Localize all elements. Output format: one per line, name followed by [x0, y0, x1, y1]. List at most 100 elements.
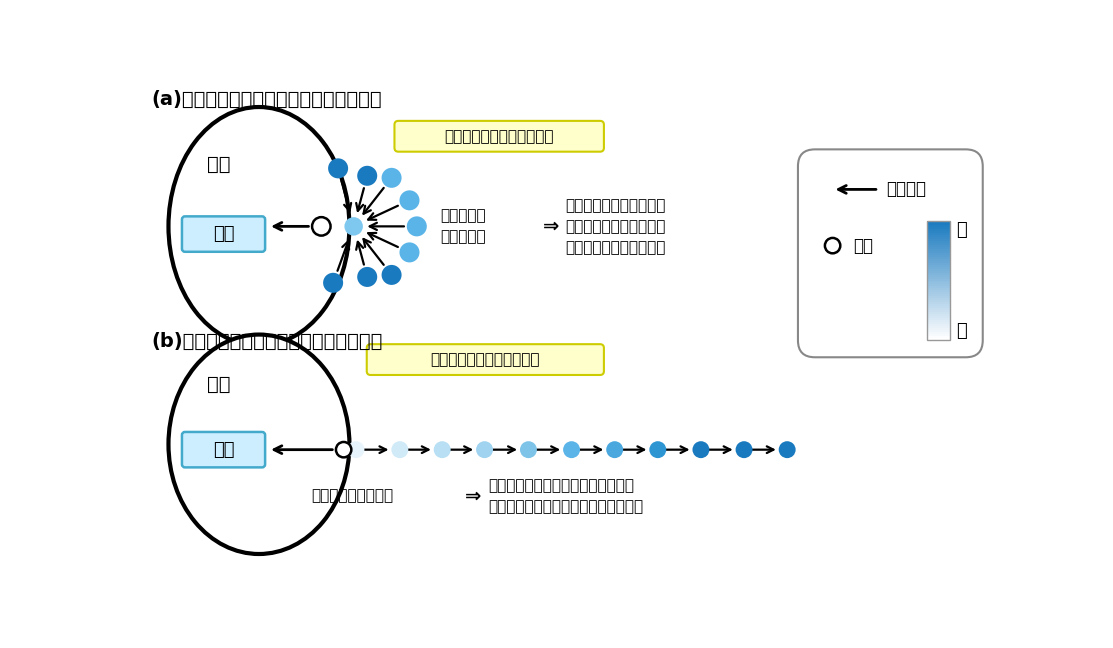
FancyBboxPatch shape — [394, 121, 604, 152]
Bar — [927, 294, 951, 297]
Bar — [927, 227, 951, 229]
Bar — [927, 238, 951, 241]
Circle shape — [323, 273, 343, 293]
Circle shape — [357, 166, 377, 186]
Bar — [927, 255, 951, 257]
Bar — [927, 326, 951, 329]
Circle shape — [347, 441, 364, 458]
Bar — [927, 225, 951, 227]
Bar — [927, 259, 951, 260]
Text: 坑道: 坑道 — [207, 375, 230, 394]
Bar — [927, 290, 951, 293]
Circle shape — [382, 168, 402, 188]
Bar — [927, 243, 951, 245]
Text: 坑道近傍のみから水が供給: 坑道近傍のみから水が供給 — [444, 129, 554, 144]
Bar — [927, 320, 951, 323]
Text: 遠方からの水の供給が必要: 遠方からの水の供給が必要 — [431, 352, 540, 367]
Bar — [927, 312, 951, 314]
Bar — [927, 281, 951, 283]
Bar — [927, 334, 951, 336]
Bar — [927, 314, 951, 316]
Circle shape — [520, 441, 536, 458]
Circle shape — [607, 441, 623, 458]
Text: 水の流れ: 水の流れ — [886, 180, 926, 198]
Bar — [927, 307, 951, 308]
Circle shape — [312, 217, 331, 236]
Circle shape — [692, 441, 709, 458]
Text: 遠方は水圧
が低下せず: 遠方は水圧 が低下せず — [441, 209, 486, 244]
Bar — [927, 277, 951, 279]
Bar — [927, 283, 951, 284]
Bar — [927, 262, 951, 265]
Circle shape — [357, 267, 377, 287]
FancyBboxPatch shape — [367, 344, 604, 375]
Text: (a)水みちのつながり方が三次元的な場合: (a)水みちのつながり方が三次元的な場合 — [151, 90, 382, 109]
Bar — [927, 273, 951, 275]
Bar — [927, 329, 951, 330]
Bar — [927, 245, 951, 247]
Circle shape — [649, 441, 667, 458]
Bar — [927, 266, 951, 269]
Circle shape — [434, 441, 451, 458]
Text: 坑道近傍で大きな水圧差が保たれに
くく、水を動かす駅動力が衰えやすい: 坑道近傍で大きな水圧差が保たれに くく、水を動かす駅動力が衰えやすい — [489, 478, 643, 514]
Text: 水圧: 水圧 — [854, 237, 874, 255]
Circle shape — [344, 217, 363, 236]
Bar — [927, 249, 951, 251]
Text: 大: 大 — [956, 221, 967, 239]
Bar — [927, 338, 951, 340]
Bar — [927, 235, 951, 237]
Bar — [927, 303, 951, 305]
Bar — [927, 221, 951, 223]
Bar — [927, 298, 951, 301]
Bar — [927, 301, 951, 303]
Text: 遠方まで水圧が低下: 遠方まで水圧が低下 — [312, 489, 393, 503]
Bar — [927, 324, 951, 327]
Circle shape — [400, 191, 420, 211]
Bar — [927, 257, 951, 259]
FancyBboxPatch shape — [181, 432, 265, 467]
FancyBboxPatch shape — [798, 150, 983, 357]
Circle shape — [779, 441, 796, 458]
Circle shape — [406, 216, 426, 237]
Text: ⇒: ⇒ — [543, 217, 560, 236]
Bar — [927, 251, 951, 253]
Bar — [927, 292, 951, 295]
Text: 湧水: 湧水 — [213, 441, 234, 459]
Bar — [927, 253, 951, 255]
Circle shape — [382, 265, 402, 285]
Text: 湧水: 湧水 — [213, 225, 234, 243]
Bar — [927, 288, 951, 290]
Text: 小: 小 — [956, 322, 967, 340]
Bar — [927, 330, 951, 332]
Bar — [927, 221, 951, 340]
Bar — [927, 260, 951, 262]
Circle shape — [563, 441, 580, 458]
Circle shape — [328, 158, 348, 178]
Bar — [927, 231, 951, 233]
Bar — [927, 247, 951, 249]
Bar — [927, 286, 951, 288]
Bar — [927, 308, 951, 310]
Bar — [927, 284, 951, 286]
Bar — [927, 268, 951, 271]
Bar — [927, 275, 951, 277]
Bar — [927, 223, 951, 225]
Text: 坑道近傍で大きな水圧差
が保たれやすく、水を動
かす駅動力が衰えにくい: 坑道近傍で大きな水圧差 が保たれやすく、水を動 かす駅動力が衰えにくい — [565, 198, 666, 255]
Circle shape — [400, 242, 420, 262]
Circle shape — [476, 441, 493, 458]
Bar — [927, 264, 951, 267]
Circle shape — [825, 238, 840, 253]
Bar — [927, 296, 951, 299]
Bar — [927, 271, 951, 273]
Bar — [927, 237, 951, 239]
Circle shape — [736, 441, 752, 458]
Circle shape — [336, 442, 352, 457]
Text: 坑道: 坑道 — [207, 156, 230, 174]
Bar — [927, 233, 951, 235]
Bar — [927, 322, 951, 325]
Bar — [927, 316, 951, 318]
Bar — [927, 279, 951, 281]
Bar — [927, 240, 951, 243]
Bar — [927, 332, 951, 334]
Text: ⇒: ⇒ — [465, 487, 481, 505]
